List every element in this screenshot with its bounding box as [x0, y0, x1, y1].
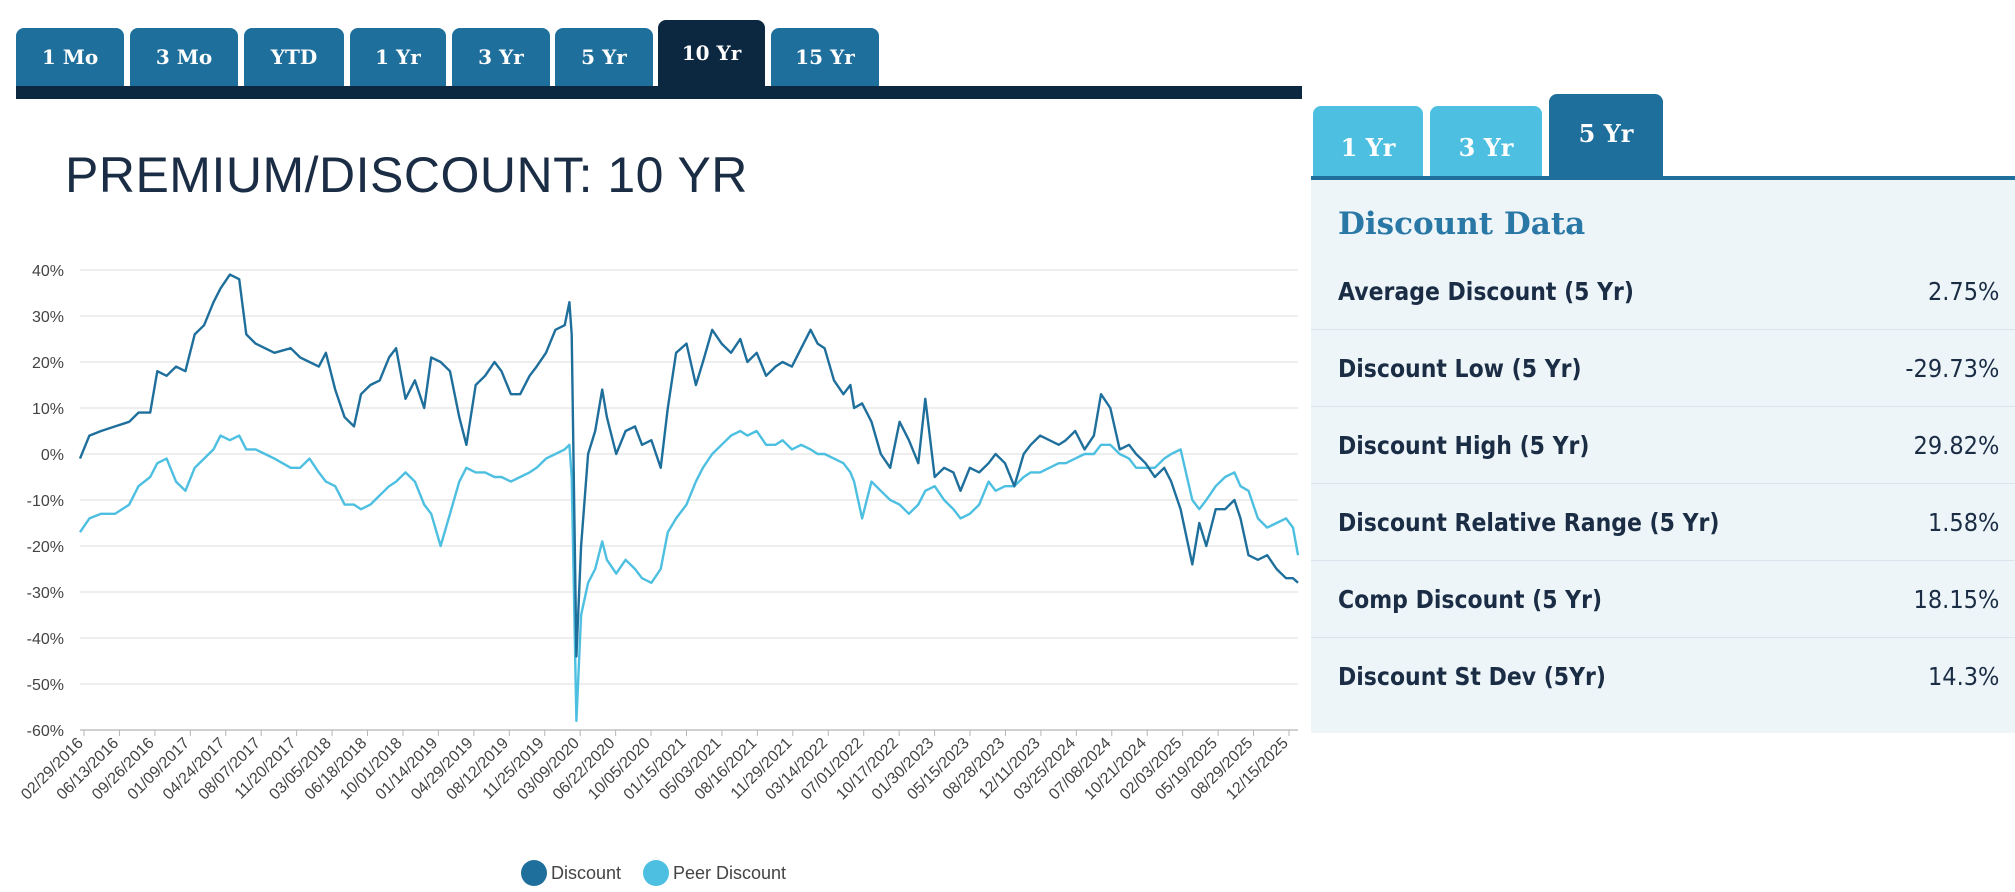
y-tick-label: -60%	[27, 723, 64, 740]
stat-label: Discount Low (5 Yr)	[1338, 354, 1582, 383]
stat-value: 1.58%	[1927, 508, 1999, 537]
stat-value: 14.3%	[1927, 662, 1999, 691]
stat-row-discount-high: Discount High (5 Yr) 29.82%	[1311, 407, 2015, 484]
stats-tab-underline	[1311, 176, 2015, 180]
stat-label: Discount St Dev (5Yr)	[1338, 662, 1606, 691]
stats-tab-5-year[interactable]: 5 Yr	[1549, 94, 1663, 180]
discount-legend-dot	[521, 860, 547, 886]
discount-series-line	[78, 273, 1299, 658]
legend-label-peer-discount: Peer Discount	[673, 862, 787, 883]
premium-discount-chart: 40%30%20%10%0%-10%-20%-30%-40%-50%-60%02…	[18, 263, 1300, 803]
tab-1-year[interactable]: 1 Yr	[350, 28, 446, 86]
page-title: PREMIUM/DISCOUNT: 10 YR	[65, 147, 748, 203]
panel-title: Discount Data	[1338, 206, 1586, 242]
stat-row-average-discount: Average Discount (5 Yr) 2.75%	[1311, 253, 2015, 330]
stat-label: Comp Discount (5 Yr)	[1338, 585, 1602, 614]
y-tick-label: -50%	[27, 677, 64, 694]
stat-row-discount-low: Discount Low (5 Yr) -29.73%	[1311, 330, 2015, 407]
stat-value: -29.73%	[1905, 354, 1999, 383]
peer-discount-series-line	[79, 429, 1300, 722]
y-tick-label: 10%	[32, 401, 64, 418]
discount-stats-section: 1 Yr 3 Yr 5 Yr Discount Data Average Dis…	[1311, 0, 2015, 892]
stat-row-relative-range: Discount Relative Range (5 Yr) 1.58%	[1311, 484, 2015, 561]
tab-3-month[interactable]: 3 Mo	[130, 28, 238, 86]
y-tick-label: -20%	[27, 539, 64, 556]
legend-item-peer-discount[interactable]: Peer Discount	[643, 859, 786, 887]
y-tick-label: -30%	[27, 585, 64, 602]
stat-row-comp-discount: Comp Discount (5 Yr) 18.15%	[1311, 561, 2015, 638]
stat-label: Average Discount (5 Yr)	[1338, 277, 1634, 306]
stats-tab-bar: 1 Yr 3 Yr 5 Yr	[1311, 90, 2015, 180]
y-tick-label: 30%	[32, 309, 64, 326]
y-tick-label: 20%	[32, 355, 64, 372]
tab-underline-bar	[16, 86, 1302, 99]
range-tab-bar: 1 Mo 3 Mo YTD 1 Yr 3 Yr 5 Yr 10 Yr 15 Yr	[16, 0, 1302, 100]
discount-data-panel: Discount Data Average Discount (5 Yr) 2.…	[1311, 180, 2015, 733]
tab-10-year[interactable]: 10 Yr	[658, 20, 765, 90]
stat-label: Discount High (5 Yr)	[1338, 431, 1590, 460]
legend-item-discount[interactable]: Discount	[521, 859, 621, 887]
stat-value: 2.75%	[1927, 277, 1999, 306]
stat-row-st-dev: Discount St Dev (5Yr) 14.3%	[1311, 638, 2015, 715]
stat-value: 29.82%	[1913, 431, 1999, 460]
stat-label: Discount Relative Range (5 Yr)	[1338, 508, 1720, 537]
tab-3-year[interactable]: 3 Yr	[452, 28, 550, 86]
y-tick-label: 0%	[41, 447, 64, 464]
legend-label-discount: Discount	[551, 862, 622, 883]
tab-5-year[interactable]: 5 Yr	[555, 28, 653, 86]
peer-discount-legend-dot	[643, 860, 669, 886]
y-tick-label: -10%	[27, 493, 64, 510]
stat-value: 18.15%	[1913, 585, 1999, 614]
stats-tab-3-year[interactable]: 3 Yr	[1430, 106, 1542, 180]
tab-ytd[interactable]: YTD	[244, 28, 344, 86]
stats-tab-1-year[interactable]: 1 Yr	[1313, 106, 1423, 180]
tab-15-year[interactable]: 15 Yr	[771, 28, 879, 86]
y-tick-label: 40%	[32, 263, 64, 280]
tab-1-month[interactable]: 1 Mo	[16, 28, 124, 86]
y-tick-label: -40%	[27, 631, 64, 648]
